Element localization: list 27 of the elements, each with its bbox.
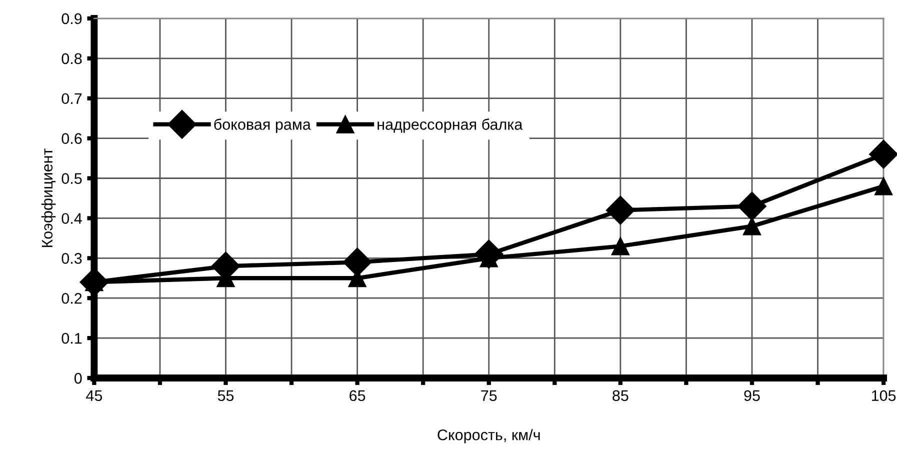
point — [738, 192, 766, 221]
y-tick-label: 0.8 — [62, 53, 82, 64]
x-tick-label: 75 — [481, 390, 497, 402]
point — [606, 196, 635, 225]
x-tick-label: 105 — [872, 390, 896, 402]
x-tick-label: 85 — [612, 390, 628, 402]
x-tick-label: 95 — [744, 390, 760, 402]
y-tick-label: 0 — [74, 372, 82, 384]
y-tick-label: 0.2 — [62, 292, 82, 304]
y-tick-label: 0.3 — [62, 253, 82, 264]
y-tick-label: 0.6 — [62, 133, 82, 144]
point — [869, 140, 897, 169]
x-tick-label: 65 — [350, 390, 366, 402]
y-tick-label: 0.5 — [62, 173, 82, 184]
y-tick-label: 0.1 — [62, 332, 82, 344]
point — [611, 237, 630, 256]
x-axis-title: Скорость, км/ч — [438, 429, 540, 444]
y-tick-label: 0.4 — [62, 213, 82, 224]
legend-label: надрессорная балка — [378, 118, 523, 133]
x-tick-label: 45 — [86, 390, 102, 402]
y-tick-label: 0.9 — [62, 13, 82, 24]
y-tick-label: 0.7 — [62, 93, 82, 104]
point — [874, 177, 893, 196]
x-tick-label: 55 — [218, 390, 234, 402]
y-axis-title: Коэффициент — [41, 148, 56, 248]
legend-label: боковая рама — [214, 118, 311, 133]
point — [742, 217, 762, 236]
